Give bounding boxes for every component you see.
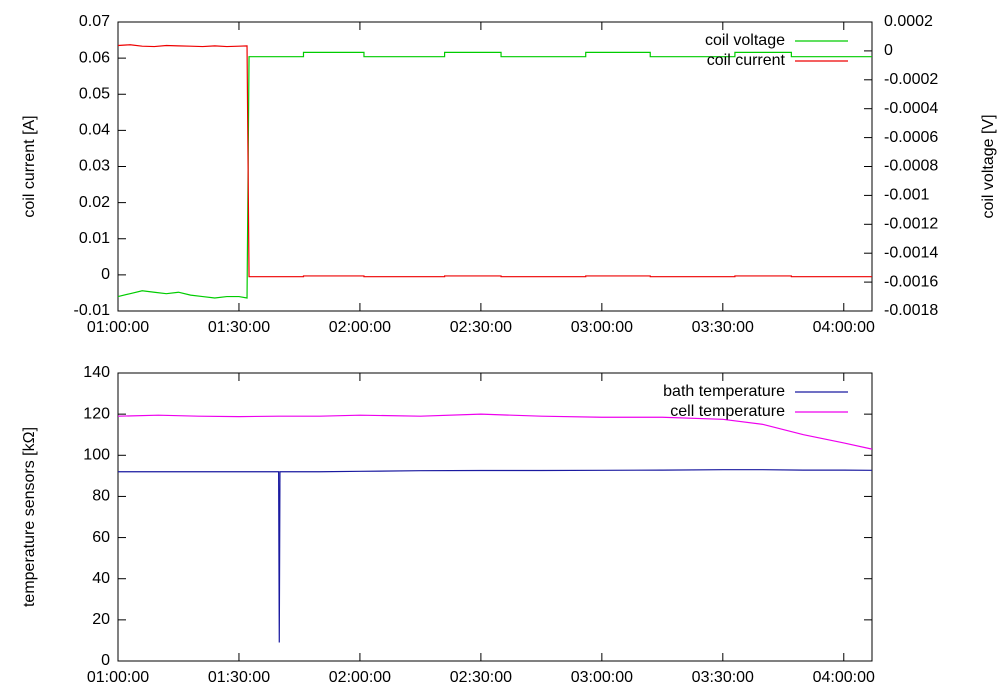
legend-label: coil current bbox=[707, 52, 786, 69]
x-tick-label: 02:00:00 bbox=[329, 319, 391, 336]
y-axis-label: coil current [A] bbox=[21, 115, 38, 217]
y2-tick-label: -0.001 bbox=[884, 187, 929, 204]
y2-tick-label: 0.0002 bbox=[884, 13, 933, 30]
y2-tick-label: -0.0016 bbox=[884, 273, 938, 290]
series-line bbox=[118, 469, 873, 643]
y-tick-label: 0 bbox=[101, 266, 110, 283]
x-tick-label: 03:00:00 bbox=[571, 669, 633, 686]
y2-tick-label: -0.0002 bbox=[884, 71, 938, 88]
x-tick-label: 01:30:00 bbox=[208, 319, 270, 336]
legend-label: bath temperature bbox=[663, 383, 785, 400]
x-tick-label: 01:00:00 bbox=[87, 319, 149, 336]
x-tick-label: 01:00:00 bbox=[87, 669, 149, 686]
y-tick-label: 0.07 bbox=[79, 13, 110, 30]
series-line bbox=[117, 44, 872, 278]
x-tick-label: 03:30:00 bbox=[692, 669, 754, 686]
y-tick-label: 0.01 bbox=[79, 230, 110, 247]
y-tick-label: 0.03 bbox=[79, 158, 110, 175]
plot-frame bbox=[117, 372, 873, 662]
legend-label: cell temperature bbox=[670, 403, 785, 420]
y-tick-label: 100 bbox=[83, 447, 110, 464]
y2-tick-label: -0.0012 bbox=[884, 216, 938, 233]
y2-tick-label: 0 bbox=[884, 42, 893, 59]
y-tick-label: 60 bbox=[92, 529, 110, 546]
y-tick-label: 140 bbox=[83, 364, 110, 381]
y2-axis-label: coil voltage [V] bbox=[980, 114, 997, 218]
y-tick-label: 80 bbox=[92, 488, 110, 505]
x-tick-label: 03:30:00 bbox=[692, 319, 754, 336]
y-tick-label: 20 bbox=[92, 611, 110, 628]
series-line bbox=[117, 413, 873, 450]
y-tick-label: 0 bbox=[101, 652, 110, 669]
x-tick-label: 01:30:00 bbox=[208, 669, 270, 686]
y-tick-label: 120 bbox=[83, 405, 110, 422]
y2-tick-label: -0.0018 bbox=[884, 302, 938, 319]
legend-label: coil voltage bbox=[705, 32, 785, 49]
y-tick-label: 40 bbox=[92, 570, 110, 587]
y2-tick-label: -0.0004 bbox=[884, 100, 938, 117]
y2-tick-label: -0.0014 bbox=[884, 244, 938, 261]
y2-tick-label: -0.0008 bbox=[884, 158, 938, 175]
y-tick-label: -0.01 bbox=[74, 302, 111, 319]
x-tick-label: 02:00:00 bbox=[329, 669, 391, 686]
y-tick-label: 0.06 bbox=[79, 49, 110, 66]
x-tick-label: 02:30:00 bbox=[450, 669, 512, 686]
y-tick-label: 0.04 bbox=[79, 122, 110, 139]
y-tick-label: 0.02 bbox=[79, 194, 110, 211]
y-tick-label: 0.05 bbox=[79, 85, 110, 102]
x-tick-label: 03:00:00 bbox=[571, 319, 633, 336]
x-tick-label: 02:30:00 bbox=[450, 319, 512, 336]
y-axis-label: temperature sensors [kΩ] bbox=[21, 427, 38, 607]
y2-tick-label: -0.0006 bbox=[884, 129, 938, 146]
x-tick-label: 04:00:00 bbox=[813, 669, 875, 686]
series-line bbox=[117, 51, 872, 299]
x-tick-label: 04:00:00 bbox=[813, 319, 875, 336]
